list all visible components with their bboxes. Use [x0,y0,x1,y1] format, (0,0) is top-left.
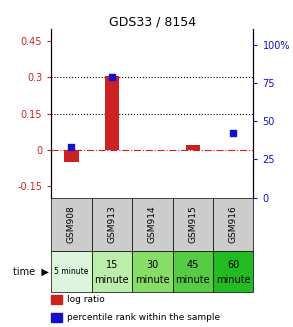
Bar [173,250,213,292]
Bar [64,149,79,162]
Point [69,145,74,150]
Bar [105,76,119,149]
Text: GSM913: GSM913 [108,205,116,243]
Point [231,131,236,136]
Bar [132,198,173,250]
Text: minute: minute [176,275,210,285]
Bar [51,198,92,250]
Text: GSM915: GSM915 [188,205,197,243]
Bar [186,145,200,149]
Title: GDS33 / 8154: GDS33 / 8154 [109,15,196,28]
Bar [132,250,173,292]
Text: GSM914: GSM914 [148,205,157,243]
Bar [92,250,132,292]
Bar [51,313,62,322]
Text: 45: 45 [187,260,199,270]
Bar [51,250,92,292]
Bar [51,295,62,303]
Point [110,74,114,79]
Text: minute: minute [95,275,129,285]
Text: 5 minute: 5 minute [54,267,89,276]
Bar [173,198,213,250]
Text: 15: 15 [106,260,118,270]
Text: GSM916: GSM916 [229,205,238,243]
Text: 60: 60 [227,260,239,270]
Bar [92,198,132,250]
Bar [213,250,253,292]
Text: minute: minute [135,275,170,285]
Text: percentile rank within the sample: percentile rank within the sample [67,313,221,322]
Text: minute: minute [216,275,251,285]
Text: log ratio: log ratio [67,295,105,304]
Text: time  ▶: time ▶ [13,267,49,276]
Bar [213,198,253,250]
Text: GSM908: GSM908 [67,205,76,243]
Text: 30: 30 [146,260,159,270]
